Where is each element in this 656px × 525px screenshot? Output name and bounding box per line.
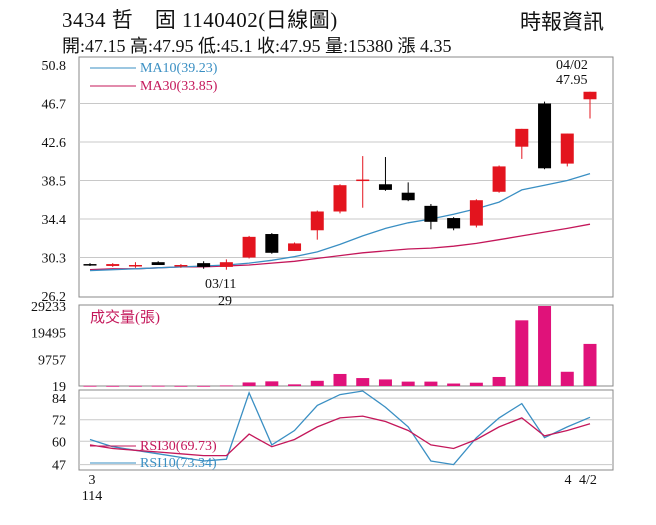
last-price-annotation: 47.95 [556, 73, 588, 88]
volume-bar [469, 382, 483, 386]
candle-body [583, 91, 597, 100]
volume-tick-label: 29233 [31, 300, 66, 315]
volume-bars [83, 306, 597, 387]
candle-body [515, 128, 529, 147]
candle-body [242, 236, 256, 258]
price-panel-frame [78, 56, 614, 298]
volume-bar [424, 381, 438, 386]
rsi-tick-label: 72 [52, 414, 66, 429]
volume-bar [288, 384, 302, 386]
price-tick-label: 42.6 [42, 136, 67, 151]
rsi10-line [89, 390, 591, 466]
candle-body [469, 200, 483, 226]
volume-bar [538, 306, 552, 386]
ma10-legend: MA10(39.23) [140, 61, 218, 76]
volume-bar [197, 385, 211, 387]
ma30-legend: MA30(33.85) [140, 79, 218, 94]
volume-bar [333, 373, 347, 386]
last-date-annotation: 04/02 [556, 58, 588, 73]
candle-body [333, 185, 347, 212]
volume-tick-label: 19 [52, 380, 66, 395]
volume-tick-label: 9757 [38, 353, 66, 368]
ma30-line [89, 223, 591, 271]
volume-bar [515, 320, 529, 386]
source-label: 時報資訊 [520, 10, 604, 34]
volume-tick-label: 19495 [31, 327, 66, 342]
volume-bar [219, 385, 233, 387]
candle-body [492, 166, 506, 192]
candle-body [265, 234, 279, 253]
volume-bar [151, 385, 165, 387]
volume-bar [106, 385, 120, 387]
price-tick-label: 26.2 [42, 290, 67, 305]
rsi-lines [89, 390, 591, 466]
candle-body [310, 211, 324, 231]
chart-title: 3434 哲 固 1140402(日線圖) [62, 8, 338, 32]
candlesticks [83, 91, 597, 270]
rsi-tick-label: 60 [52, 435, 66, 450]
candle-body [197, 263, 211, 267]
candle-body [151, 262, 165, 266]
candle-body [538, 103, 552, 169]
volume-bar [492, 376, 506, 386]
price-tick-label: 34.4 [42, 213, 67, 228]
rsi-panel-frame [78, 389, 614, 471]
volume-bar [378, 379, 392, 386]
rsi10-legend: RSI10(73.34) [140, 456, 217, 471]
candle-body [356, 179, 370, 182]
price-tick-label: 46.7 [42, 98, 67, 113]
candle-body [106, 264, 120, 266]
volume-bar [83, 385, 97, 387]
volume-bar [356, 378, 370, 386]
rsi30-legend: RSI30(69.73) [140, 439, 217, 454]
volume-label: 成交量(張) [90, 308, 160, 326]
candle-body [401, 192, 415, 201]
volume-bar [128, 385, 142, 387]
candle-body [219, 262, 233, 267]
candle-body [447, 218, 461, 229]
x-tick-label: 114 [82, 489, 102, 504]
candle-body [174, 265, 188, 267]
candle-body [560, 133, 574, 164]
quote-summary: 開:47.15 高:47.95 低:45.1 收:47.95 量:15380 漲… [62, 36, 452, 56]
grid-lines [79, 103, 613, 466]
price-tick-label: 50.8 [42, 59, 67, 74]
x-tick-label: 4 [565, 473, 572, 488]
low-date-annotation: 03/11 [205, 277, 236, 292]
moving-average-lines [89, 172, 591, 272]
volume-bar [242, 382, 256, 386]
volume-bar [401, 381, 415, 386]
rsi-tick-label: 47 [52, 459, 66, 474]
volume-bar [265, 381, 279, 386]
x-tick-label: 3 [89, 473, 96, 488]
ma10-line [89, 172, 591, 272]
price-tick-label: 30.3 [42, 252, 67, 267]
candle-body [128, 265, 142, 267]
candle-body [288, 243, 302, 251]
rsi-tick-label: 84 [52, 392, 66, 407]
price-tick-label: 38.5 [42, 175, 67, 190]
candle-body [83, 264, 97, 266]
rsi30-line [89, 415, 591, 457]
candle-body [378, 184, 392, 190]
low-day-annotation: 29 [218, 294, 232, 309]
x-tick-label: 4/2 [579, 473, 597, 488]
volume-bar [310, 380, 324, 386]
volume-bar [583, 343, 597, 386]
volume-bar [174, 385, 188, 387]
candle-body [424, 205, 438, 222]
volume-bar [447, 383, 461, 386]
volume-bar [560, 371, 574, 386]
